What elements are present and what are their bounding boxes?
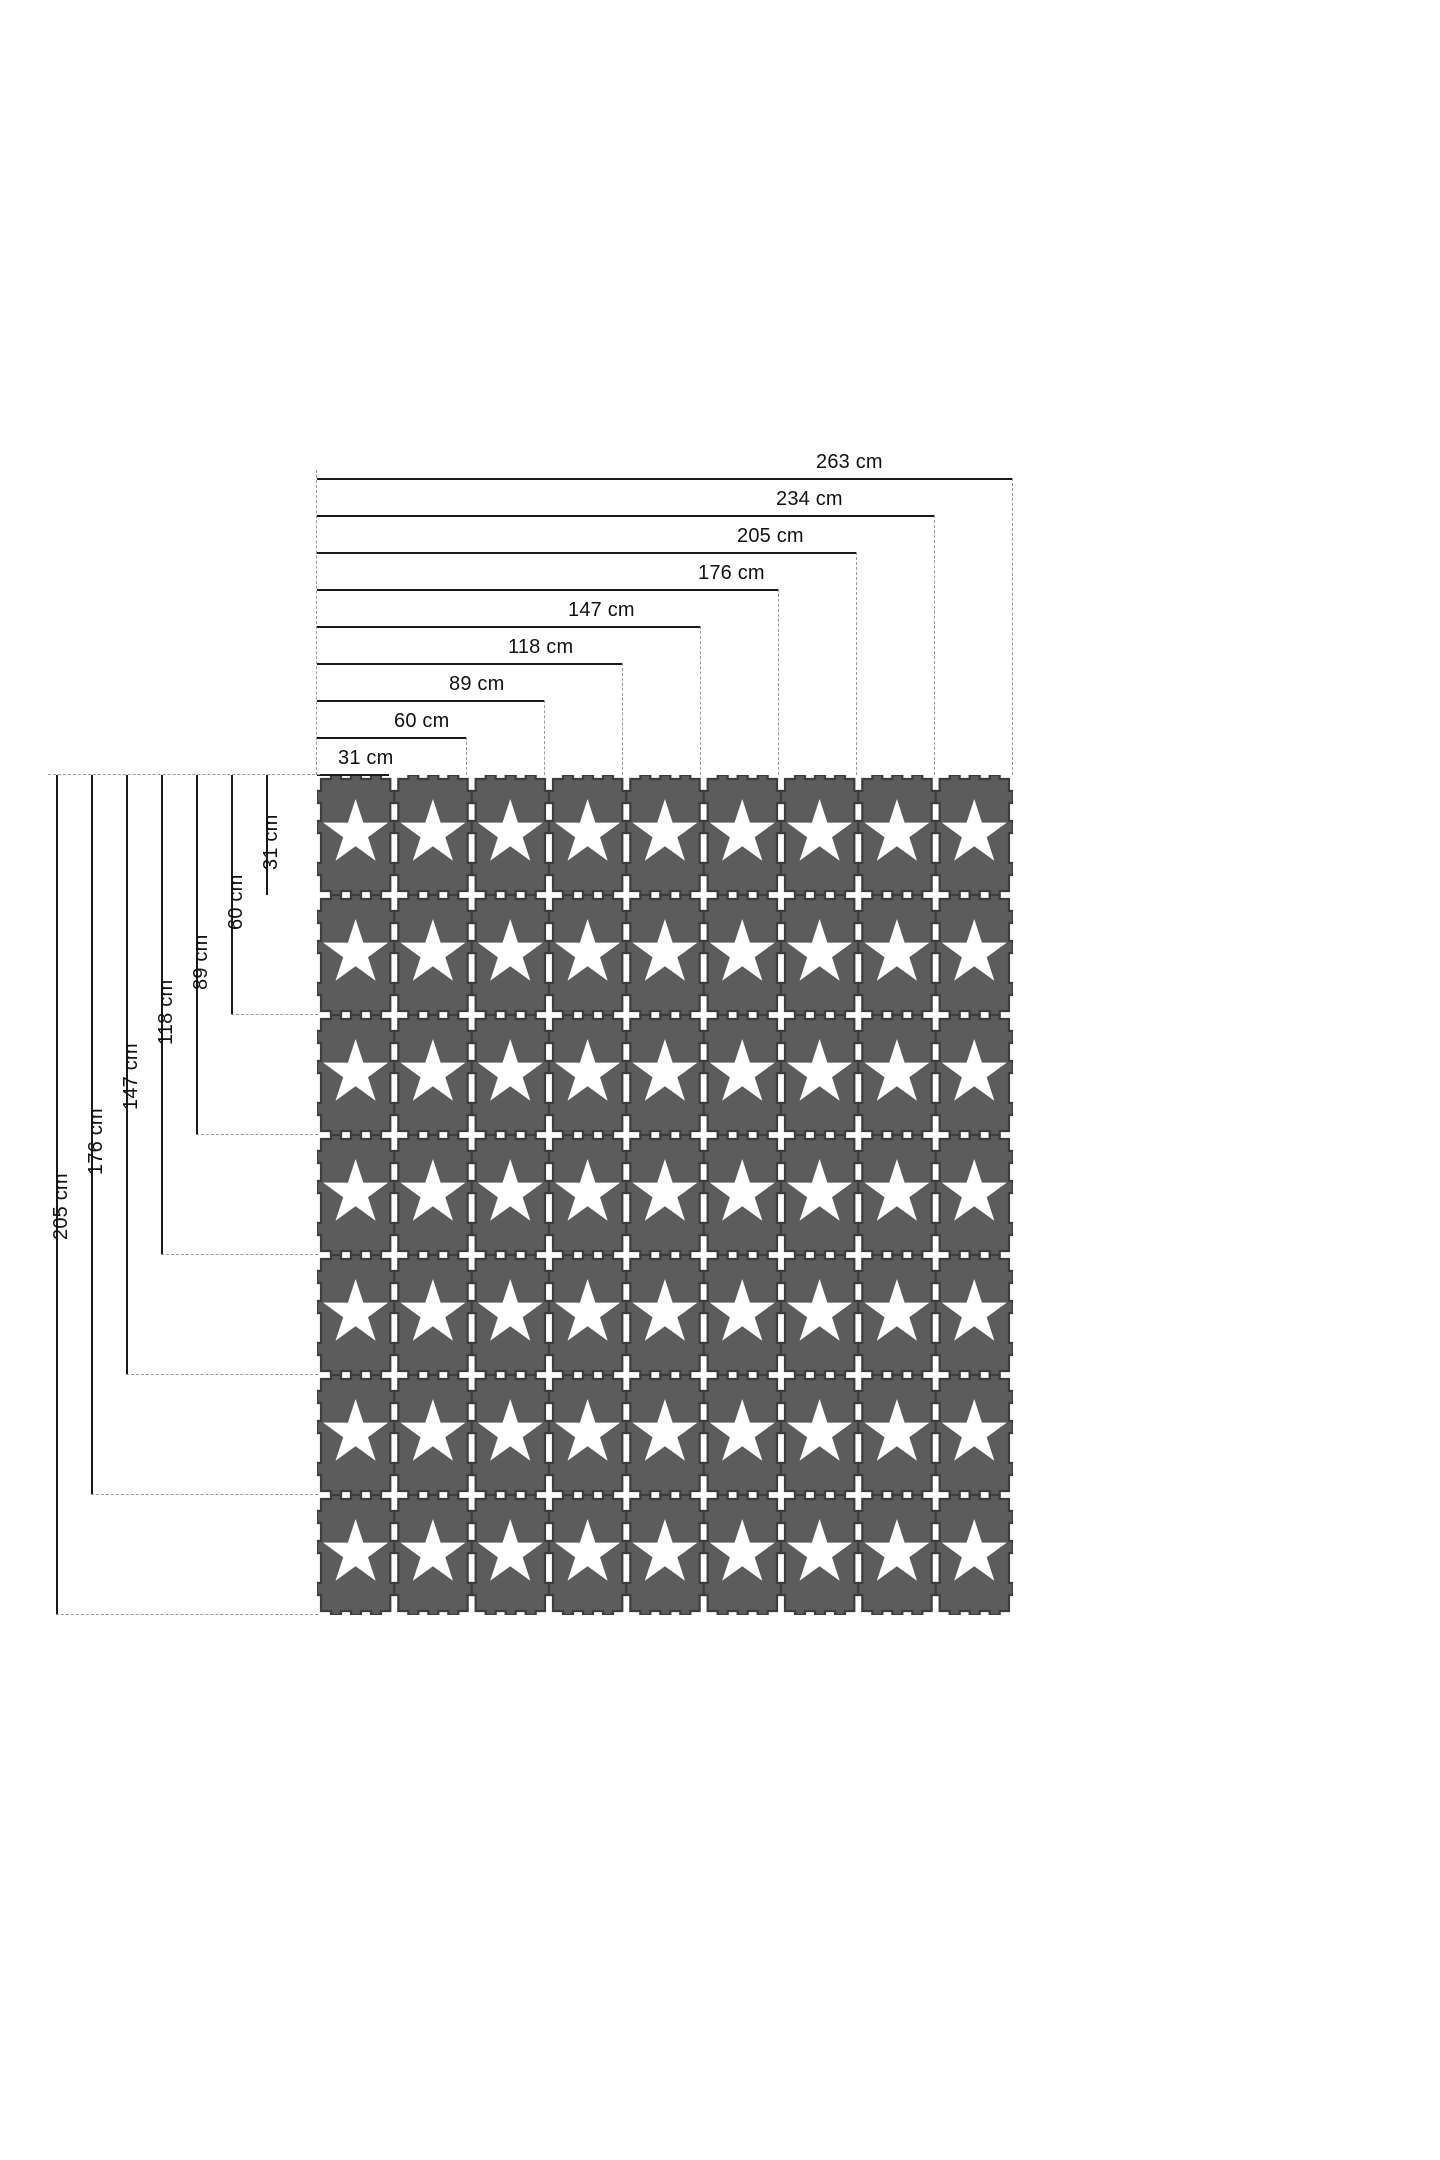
- extension-line-height-176: [91, 1494, 318, 1495]
- extension-line-width-176: [778, 589, 779, 775]
- dimension-label-height-176: 176 cm: [85, 1108, 107, 1175]
- dimension-line-height-118: [161, 775, 163, 1255]
- extension-line-height-89: [196, 1134, 318, 1135]
- dimension-label-width-60: 60 cm: [394, 710, 450, 732]
- dimension-label-width-263: 263 cm: [816, 451, 883, 473]
- extension-line-width-263: [1012, 478, 1013, 775]
- dimension-line-height-60: [231, 775, 233, 1015]
- dimension-label-height-89: 89 cm: [190, 934, 212, 990]
- dimension-label-width-147: 147 cm: [568, 599, 635, 621]
- dimension-label-height-60: 60 cm: [225, 874, 247, 930]
- dimension-line-width-205: [317, 552, 857, 554]
- dimension-label-height-118: 118 cm: [155, 979, 177, 1045]
- dimension-label-height-205: 205 cm: [50, 1173, 72, 1240]
- dimension-label-width-89: 89 cm: [449, 673, 505, 695]
- extension-line-height-118: [161, 1254, 318, 1255]
- dimension-line-width-89: [317, 700, 545, 702]
- dimension-line-height-89: [196, 775, 198, 1135]
- dimension-label-height-147: 147 cm: [120, 1043, 142, 1110]
- extension-line-width-205: [856, 552, 857, 775]
- dimension-line-height-176: [91, 775, 93, 1495]
- dimension-line-width-176: [317, 589, 779, 591]
- dimension-line-width-234: [317, 515, 935, 517]
- dimension-line-height-147: [126, 775, 128, 1375]
- dimension-line-height-31: [266, 775, 268, 895]
- extension-line-height-205: [56, 1614, 318, 1615]
- extension-line-height-origin: [48, 774, 320, 775]
- dimension-label-width-234: 234 cm: [776, 488, 843, 510]
- dimension-label-width-31: 31 cm: [338, 747, 394, 769]
- extension-line-height-147: [126, 1374, 318, 1375]
- dimension-label-width-205: 205 cm: [737, 525, 804, 547]
- dimension-label-height-31: 31 cm: [260, 814, 282, 870]
- dimension-line-width-118: [317, 663, 623, 665]
- extension-line-height-60: [231, 1014, 318, 1015]
- dimension-line-height-205: [56, 775, 58, 1615]
- extension-line-width-89: [544, 700, 545, 775]
- dimension-line-width-31: [317, 774, 389, 776]
- extension-line-width-60: [466, 737, 467, 775]
- dimension-line-width-60: [317, 737, 467, 739]
- extension-line-width-147: [700, 626, 701, 775]
- dimension-line-width-147: [317, 626, 701, 628]
- dimension-line-width-263: [317, 478, 1013, 480]
- extension-line-width-118: [622, 663, 623, 775]
- extension-line-width-234: [934, 515, 935, 775]
- dimension-label-width-118: 118 cm: [508, 636, 574, 658]
- dimension-label-width-176: 176 cm: [698, 562, 765, 584]
- extension-line-width-origin: [316, 470, 317, 775]
